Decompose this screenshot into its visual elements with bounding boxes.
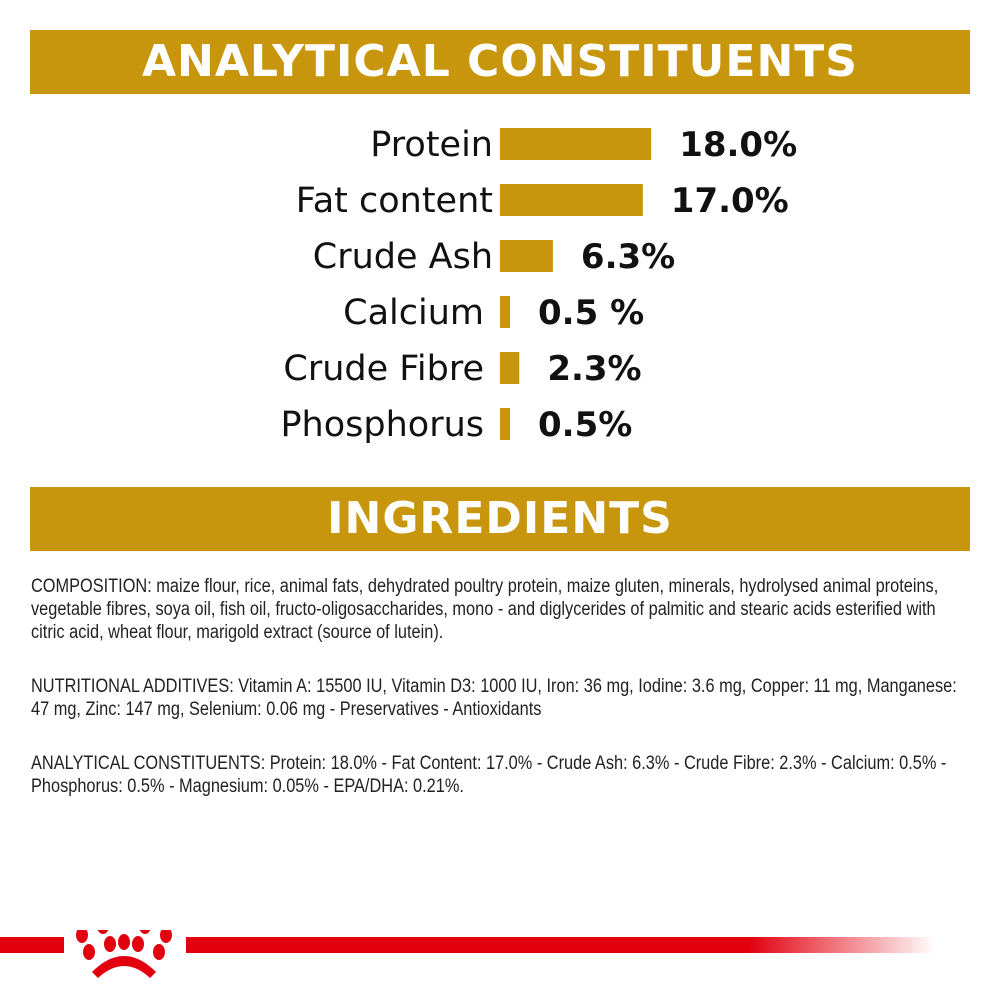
bar-protein (500, 128, 652, 160)
category-label: Calcium (343, 293, 484, 333)
bar-phosphorus (500, 408, 510, 440)
value-label: 0.5% (538, 405, 632, 445)
value-label: 17.0% (671, 181, 789, 221)
footer-brand-stripe (0, 930, 936, 978)
value-label: 2.3% (547, 349, 641, 389)
bar-calcium (500, 296, 510, 328)
analytical-constituents-text: ANALYTICAL CONSTITUENTS: Protein: 18.0% … (31, 753, 947, 797)
royal-canin-crown-icon (76, 930, 172, 978)
category-label: Protein (370, 125, 493, 165)
analytical-constituents-banner: ANALYTICAL CONSTITUENTS (30, 30, 970, 94)
value-label: 0.5 % (538, 293, 644, 333)
constituents-bar-chart: Protein 18.0% Fat content 17.0% Crude Ash 6.3… (280, 125, 797, 445)
composition-text: COMPOSITION: maize flour, rice, animal f… (31, 576, 939, 643)
bar-crude-ash (500, 240, 553, 272)
value-label: 18.0% (679, 125, 797, 165)
bar-fat-content (500, 184, 643, 216)
category-label: Crude Ash (313, 237, 493, 277)
stripe-right (186, 937, 936, 953)
ingredients-banner: INGREDIENTS (30, 487, 970, 551)
stripe-left (0, 937, 64, 953)
category-label: Phosphorus (280, 405, 484, 445)
category-label: Crude Fibre (283, 349, 484, 389)
value-label: 6.3% (581, 237, 675, 277)
category-label: Fat content (296, 181, 493, 221)
nutritional-additives-text: NUTRITIONAL ADDITIVES: Vitamin A: 15500 … (31, 676, 957, 720)
bar-crude-fibre (500, 352, 520, 384)
